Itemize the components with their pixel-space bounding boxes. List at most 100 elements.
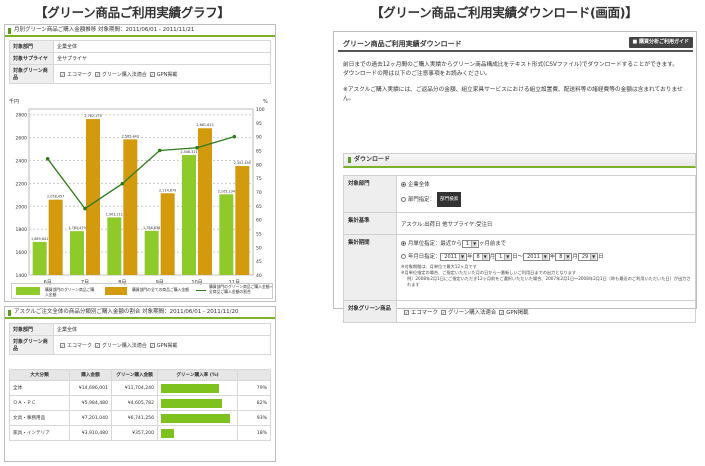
row-amount: ¥7,201,040 (69, 410, 112, 426)
y-right-tick-label: 100 (256, 107, 265, 113)
checkbox-gpn[interactable]: ✓ (149, 71, 155, 77)
range-tilde: 〜 (517, 254, 524, 260)
dl-checkbox-gpn[interactable]: ✓ (499, 309, 505, 315)
radio-date-range[interactable] (401, 254, 406, 259)
check-label-ecomark: エコマーク (67, 71, 93, 78)
note-2: ※月単位指定の場合、ご指定いただいた月の日から一番新しいご利用日までの出力となり… (401, 270, 577, 275)
row-rate-pct: 82% (237, 395, 271, 411)
months-back-select[interactable]: 1 ▼ (461, 239, 480, 248)
table-row: 全体 ¥14,696,001 ¥11,704,240 79% (9, 380, 271, 396)
radio-month-unit[interactable] (401, 241, 406, 246)
month-unit-label: 月単位指定：最近から (408, 241, 462, 247)
chevron-down-icon: ▼ (481, 253, 488, 260)
end-year-select[interactable]: 2011 ▼ (523, 252, 550, 261)
cat-filter-label-green: 対象グリーン商品 (9, 335, 54, 355)
row-green-amount: ¥357,200 (111, 425, 158, 441)
end-month-value: 8 (559, 253, 563, 260)
row-amount: ¥14,696,001 (69, 380, 112, 396)
chevron-down-icon: ▼ (564, 253, 571, 260)
bar-total (235, 166, 250, 275)
row-rate-pct: 93% (237, 410, 271, 426)
bar-total (160, 193, 175, 275)
chevron-down-icon: ▼ (504, 253, 511, 260)
dl-checkbox-ecomark[interactable]: ✓ (404, 309, 409, 315)
rate-bar (161, 428, 175, 438)
y-right-tick-label: 95 (256, 121, 262, 127)
end-day-select[interactable]: 29 ▼ (577, 252, 599, 261)
row-green-amount: ¥11,704,240 (111, 380, 158, 396)
y-right-tick-label: 55 (256, 232, 262, 238)
start-month-select[interactable]: 8 ▼ (472, 252, 490, 261)
dept-search-button[interactable]: 部門検索 (436, 192, 462, 207)
filter-value-dept: 企業全体 (53, 40, 271, 53)
row-category: ＯＡ・ＰＣ (9, 395, 70, 411)
start-year-select[interactable]: 2011 ▼ (440, 252, 468, 261)
y-tick-label: 2600 (16, 136, 28, 142)
bar-green (144, 230, 159, 275)
ratio-line (47, 136, 235, 210)
end-day-value: 29 (581, 253, 589, 260)
y-tick-label: 1600 (16, 250, 28, 256)
unit-day: 日 (598, 254, 604, 260)
bar-value-label: 1,903,211 (106, 212, 123, 216)
date-range-label: 年月日指定： (408, 254, 441, 260)
rate-bar (161, 398, 222, 408)
y-tick-label: 2200 (16, 181, 28, 187)
checkbox-green-law[interactable]: ✓ (95, 71, 101, 77)
chevron-down-icon: ▼ (541, 253, 548, 260)
cat-checkbox-ecomark[interactable]: ✓ (60, 342, 65, 348)
cat-checkbox-green-law[interactable]: ✓ (95, 342, 101, 348)
y-right-tick-label: 90 (256, 135, 262, 141)
dl-checkbox-green-law[interactable]: ✓ (440, 309, 446, 315)
cat-checkbox-gpn[interactable]: ✓ (149, 342, 155, 348)
radio-dept-spec[interactable] (401, 197, 406, 202)
start-day-value: 1 (499, 253, 503, 260)
ratio-point (83, 206, 87, 211)
y-right-tick-label: 70 (256, 190, 262, 196)
ratio-point (232, 134, 237, 139)
intro-line-2: ダウンロードの際は以下のご注意事項をお読みください。 (343, 70, 491, 77)
filter-value-supplier: 全サプライヤ (53, 52, 271, 65)
row-category: 文具・事務用品 (9, 410, 70, 426)
bar-value-label: 2,448,311 (180, 150, 197, 154)
col-header-green-rate: グリーン購入率 (%) (157, 369, 238, 381)
download-section-header: ダウンロード (343, 153, 696, 168)
checkbox-ecomark[interactable]: ✓ (60, 71, 65, 77)
filter-label-dept: 対象部門 (9, 40, 54, 53)
y-right-tick-label: 65 (256, 204, 262, 210)
bar-value-label: 1,786,838 (143, 226, 160, 230)
y-right-tick-label: 50 (256, 245, 262, 251)
bar-green (219, 194, 234, 275)
radio-dept-all[interactable] (401, 182, 406, 187)
y-right-tick-label: 85 (256, 149, 262, 155)
y-tick-label: 2000 (16, 204, 28, 210)
download-panel: グリーン商品ご利用実績ダウンロード ■ 購買分析ご利用ガイド 前日までの過去12… (333, 31, 697, 323)
row-rate-pct: 79% (237, 380, 271, 396)
table-row: 家具・インテリア ¥3,910,480 ¥357,200 18% (9, 425, 271, 441)
y-tick-label: 2400 (16, 159, 28, 165)
green-label: 対象グリーン商品 (343, 300, 397, 323)
ratio-point (157, 148, 162, 153)
end-month-select[interactable]: 8 ▼ (555, 252, 573, 261)
y-right-tick-label: 75 (256, 176, 262, 182)
plot-area (28, 108, 254, 276)
rate-bar (161, 413, 230, 423)
col-header-pct (237, 369, 271, 381)
start-month-value: 8 (476, 253, 480, 260)
download-form-table: 対象部門 企業全体 部門指定： 部門検索 集計基準 アスクル:出荷日 他サプライヤ… (343, 175, 696, 323)
dl-check-label-green-law: グリーン購入法適合 (447, 309, 497, 316)
rate-bar (161, 383, 220, 393)
dl-check-label-gpn: GPN掲載 (506, 309, 529, 316)
usage-guide-button[interactable]: ■ 購買分析ご利用ガイド (628, 37, 693, 48)
basis-label: 集計基準 (343, 212, 397, 235)
legend-total: 購買部門の全ての商品ご購入金額 (132, 287, 189, 292)
start-day-select[interactable]: 1 ▼ (495, 252, 513, 261)
bar-green (32, 241, 47, 275)
ratio-point (45, 157, 50, 161)
chevron-down-icon: ▼ (471, 240, 478, 247)
legend-ratio: 購買部門のグリーン商品ご購入金額÷全商品ご購入金額の割合 (209, 284, 273, 294)
col-header-amount: 購入金額 (69, 369, 112, 381)
col-header-green-amount: グリーン購入金額 (111, 369, 158, 381)
dl-check-label-ecomark: エコマーク (411, 309, 438, 316)
category-filter-table: 対象部門 企業全体 対象グリーン商品 ✓ エコマーク ✓ グリーン購入法適合 ✓ GPN掲載 (9, 323, 271, 355)
